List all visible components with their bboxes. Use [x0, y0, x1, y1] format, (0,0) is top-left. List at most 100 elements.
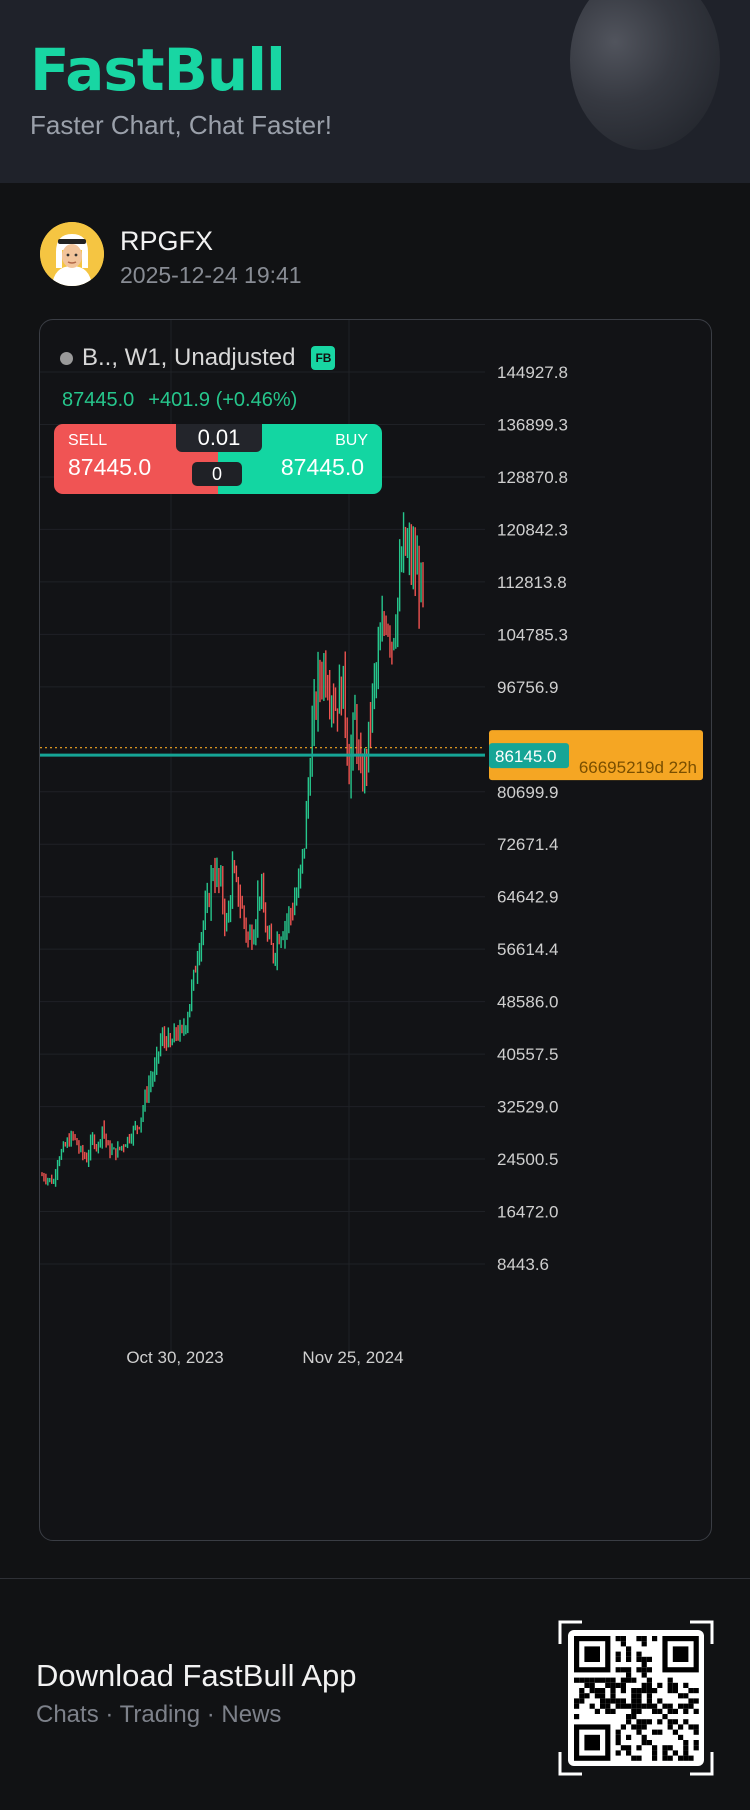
qr-module	[646, 1719, 652, 1725]
qr-finder-core	[584, 1646, 600, 1662]
qr-module	[652, 1745, 658, 1751]
symbol-info[interactable]: B.., W1, Unadjusted FB	[60, 344, 336, 372]
qr-module	[652, 1636, 658, 1642]
qr-module	[615, 1656, 621, 1662]
candlestick-chart[interactable]: 144927.8 136899.3 128870.8 120842.3 112813.8…	[40, 320, 711, 1540]
qr-module	[615, 1740, 621, 1746]
qr-module	[662, 1750, 668, 1756]
qr-module	[589, 1677, 595, 1683]
download-qr-code[interactable]	[558, 1620, 714, 1776]
qr-module	[605, 1703, 611, 1709]
qr-module	[594, 1693, 600, 1699]
y-tick-label: 112813.8	[497, 573, 567, 592]
qr-module	[636, 1667, 642, 1673]
y-tick-label: 136899.3	[497, 415, 568, 434]
qr-module	[667, 1724, 673, 1730]
y-tick-label: 64642.9	[497, 888, 558, 907]
qr-module	[657, 1698, 663, 1704]
symbol-label: B.., W1, Unadjusted	[82, 344, 296, 371]
qr-module	[615, 1734, 621, 1740]
chart-card[interactable]: 144927.8 136899.3 128870.8 120842.3 112813.8…	[39, 319, 712, 1541]
qr-module	[615, 1651, 621, 1657]
y-tick-label: 16472.0	[497, 1203, 558, 1222]
y-tick-label: 8443.6	[497, 1255, 549, 1274]
qr-module	[579, 1698, 585, 1704]
qr-module	[626, 1646, 632, 1652]
download-title: Download FastBull App	[36, 1658, 357, 1693]
qr-module	[626, 1703, 632, 1709]
qr-module	[683, 1693, 689, 1699]
qr-module	[662, 1745, 668, 1751]
qr-finder-core	[672, 1646, 689, 1662]
qr-module	[631, 1755, 637, 1761]
qr-module	[620, 1667, 626, 1673]
quote-row: 87445.0 +401.9 (+0.46%)	[62, 389, 297, 412]
qr-module	[636, 1656, 642, 1662]
qr-module	[615, 1682, 621, 1688]
qr-module	[683, 1750, 689, 1756]
qr-module	[626, 1734, 632, 1740]
qr-module	[636, 1693, 642, 1699]
buy-button[interactable]: BUY 87445.0	[218, 424, 382, 494]
y-tick-label: 40557.5	[497, 1045, 558, 1064]
qr-module	[600, 1693, 606, 1699]
username[interactable]: RPGFX	[120, 226, 214, 256]
qr-module	[662, 1755, 668, 1761]
qr-module	[672, 1682, 678, 1688]
qr-module	[646, 1698, 652, 1704]
qr-module	[678, 1703, 684, 1709]
qr-module	[610, 1698, 616, 1704]
qr-module	[683, 1755, 689, 1761]
qr-module	[605, 1698, 611, 1704]
y-tick-label: 24500.5	[497, 1150, 558, 1169]
y-tick-label: 128870.8	[497, 468, 568, 487]
app-header: FastBull Faster Chart, Chat Faster!	[0, 0, 750, 183]
qr-module	[683, 1719, 689, 1725]
avatar[interactable]	[40, 222, 104, 286]
qr-code-icon	[558, 1620, 714, 1776]
y-tick-label: 72671.4	[497, 835, 558, 854]
qr-module	[620, 1682, 626, 1688]
quantity-input[interactable]: 0.01	[176, 424, 262, 452]
qr-module	[667, 1755, 673, 1761]
qr-module	[641, 1688, 647, 1694]
qr-module	[683, 1745, 689, 1751]
y-tick-label: 48586.0	[497, 993, 558, 1012]
qr-module	[605, 1677, 611, 1683]
qr-module	[646, 1688, 652, 1694]
qr-module	[683, 1682, 689, 1688]
qr-module	[646, 1740, 652, 1746]
qr-module	[574, 1703, 580, 1709]
fb-badge-icon: FB	[311, 346, 336, 370]
qr-module	[631, 1714, 637, 1720]
qr-module	[626, 1750, 632, 1756]
qr-module	[636, 1703, 642, 1709]
avatar-icon	[40, 222, 104, 286]
qr-module	[636, 1688, 642, 1694]
qr-corner-bracket	[690, 1752, 714, 1776]
qr-module	[605, 1708, 611, 1714]
qr-module	[631, 1708, 637, 1714]
qr-module	[693, 1740, 699, 1746]
qr-module	[615, 1636, 621, 1642]
qr-module	[683, 1708, 689, 1714]
qr-module	[646, 1693, 652, 1699]
app-tagline: Faster Chart, Chat Faster!	[30, 110, 332, 140]
y-tick-label: 32529.0	[497, 1098, 558, 1117]
qr-module	[652, 1755, 658, 1761]
qr-module	[636, 1745, 642, 1751]
qr-module	[610, 1682, 616, 1688]
x-tick-label: Nov 25, 2024	[302, 1348, 403, 1367]
qr-module	[610, 1677, 616, 1683]
qr-module	[641, 1719, 647, 1725]
qr-module	[631, 1724, 637, 1730]
last-price: 87445.0	[62, 389, 135, 411]
qr-finder-core	[584, 1734, 600, 1751]
qr-module	[584, 1682, 590, 1688]
trade-panel: SELL 87445.0 BUY 87445.0 0.01 0	[54, 424, 382, 494]
qr-module	[636, 1724, 642, 1730]
price-change: +401.9 (+0.46%)	[148, 389, 298, 411]
footer-divider	[0, 1578, 750, 1579]
qr-module	[636, 1698, 642, 1704]
qr-corner-bracket	[558, 1752, 582, 1776]
